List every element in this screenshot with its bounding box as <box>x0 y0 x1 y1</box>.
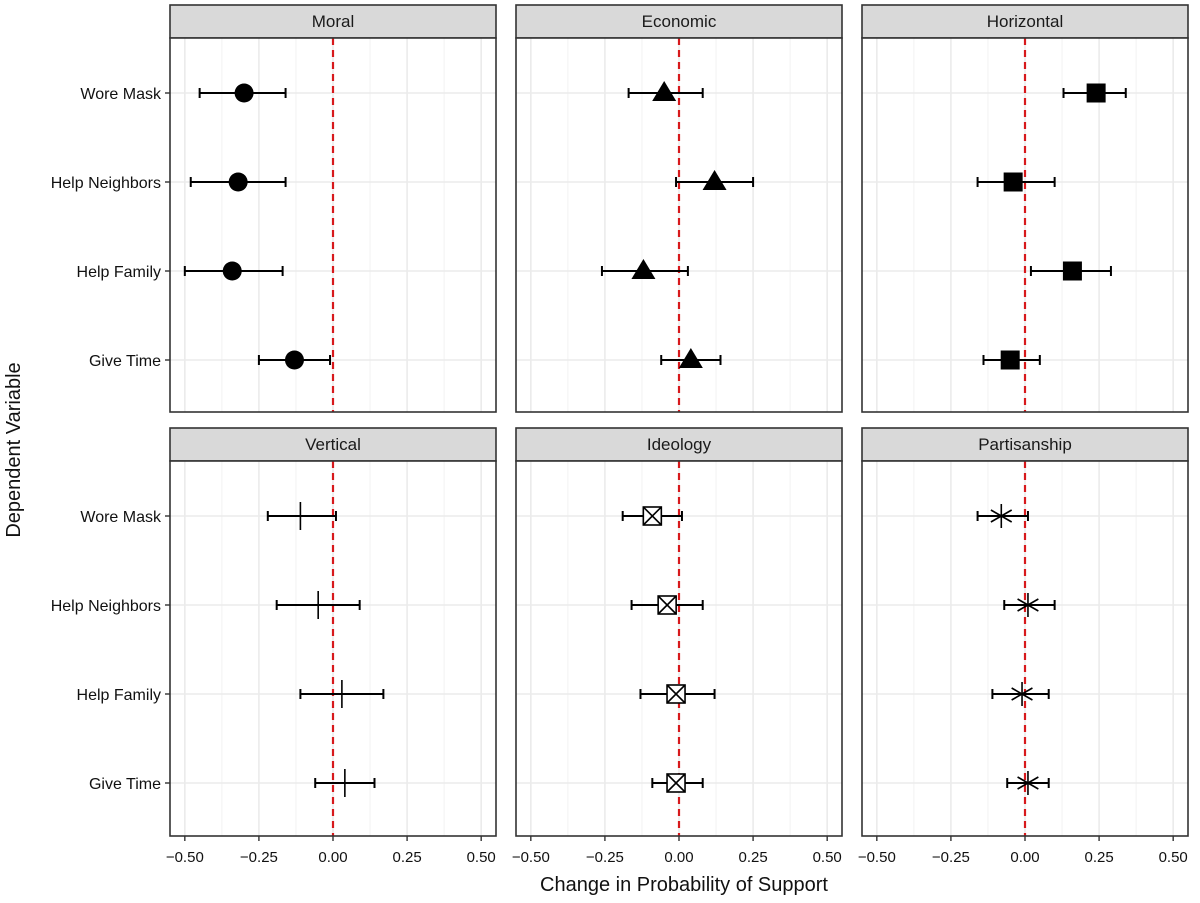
y-tick-label-help-neighbors: Help Neighbors <box>51 175 161 192</box>
marker-x-stroke <box>642 506 662 526</box>
y-tick-label-wore-mask: Wore Mask <box>80 509 162 526</box>
data-point-partisanship-give-time <box>1006 771 1050 795</box>
data-point-ideology-help-neighbors <box>630 595 704 615</box>
x-tick-label: −0.25 <box>932 849 970 866</box>
y-tick-label-give-time: Give Time <box>89 353 161 370</box>
data-point-horizontal-help-family <box>1029 261 1112 281</box>
data-point-economic-help-neighbors <box>675 170 755 190</box>
marker-square <box>1000 350 1020 370</box>
data-point-ideology-give-time <box>651 773 704 793</box>
facet-title-economic: Economic <box>642 12 717 31</box>
panel-border-economic <box>515 37 843 413</box>
data-point-partisanship-help-neighbors <box>1003 593 1056 617</box>
data-point-vertical-help-neighbors <box>275 591 361 619</box>
data-point-ideology-wore-mask <box>621 506 683 526</box>
x-tick-label: −0.25 <box>586 849 624 866</box>
marker-square <box>1086 83 1106 103</box>
data-point-horizontal-help-neighbors <box>976 172 1056 192</box>
facet-strip-partisanship <box>861 427 1189 462</box>
y-tick-label-help-family: Help Family <box>77 264 161 281</box>
marker-triangle <box>678 348 703 368</box>
facet-title-moral: Moral <box>312 12 355 31</box>
data-point-economic-wore-mask <box>627 81 704 101</box>
marker-triangle <box>702 170 727 190</box>
x-tick-label: 0.25 <box>1084 849 1113 866</box>
facet-title-partisanship: Partisanship <box>978 435 1072 454</box>
facet-strip-economic <box>515 4 843 39</box>
data-point-partisanship-help-family <box>991 682 1050 706</box>
marker-x-stroke <box>666 773 686 793</box>
panel-border-horizontal <box>861 37 1189 413</box>
x-tick-label: 0.25 <box>738 849 767 866</box>
marker-asterisk-stroke <box>1017 776 1039 790</box>
facet-panels: Moral Wore Mask Help Neighbors Help Family G… <box>51 4 1189 866</box>
x-tick-label: 0.50 <box>467 849 496 866</box>
y-tick-label-give-time: Give Time <box>89 776 161 793</box>
facet-strip-vertical <box>169 427 497 462</box>
data-point-partisanship-wore-mask <box>976 504 1029 528</box>
x-tick-label: −0.50 <box>512 849 550 866</box>
x-tick-label: −0.50 <box>166 849 204 866</box>
facet-partisanship: Partisanship −0.50 −0.25 0.00 0.25 0.50 <box>858 427 1189 866</box>
marker-asterisk-stroke <box>990 509 1013 523</box>
facet-moral: Moral Wore Mask Help Neighbors Help Family G… <box>51 4 497 413</box>
facet-ideology: Ideology −0.50 −0.25 0.00 0.25 0.50 <box>512 427 843 866</box>
data-point-moral-help-family <box>183 261 284 281</box>
data-point-moral-help-neighbors <box>189 172 287 192</box>
marker-x-stroke <box>666 684 686 704</box>
marker-circle <box>284 350 304 370</box>
x-tick-label: −0.50 <box>858 849 896 866</box>
marker-triangle <box>652 81 677 101</box>
data-point-horizontal-give-time <box>982 350 1041 370</box>
data-point-moral-wore-mask <box>198 83 287 103</box>
facet-title-vertical: Vertical <box>305 435 361 454</box>
facet-title-ideology: Ideology <box>647 435 712 454</box>
data-point-vertical-give-time <box>314 769 376 797</box>
data-point-economic-help-family <box>600 259 689 279</box>
data-point-horizontal-wore-mask <box>1062 83 1127 103</box>
y-tick-label-help-family: Help Family <box>77 687 161 704</box>
facet-horizontal: Horizontal <box>861 4 1189 413</box>
data-point-ideology-help-family <box>639 684 716 704</box>
data-point-economic-give-time <box>660 348 722 368</box>
marker-circle <box>228 172 248 192</box>
marker-x-stroke <box>657 595 677 615</box>
facet-title-horizontal: Horizontal <box>987 12 1064 31</box>
x-tick-label: 0.50 <box>1159 849 1188 866</box>
y-tick-label-help-neighbors: Help Neighbors <box>51 598 161 615</box>
marker-circle <box>234 83 254 103</box>
facet-strip-moral <box>169 4 497 39</box>
facet-economic: Economic <box>515 4 843 413</box>
x-axis-title: Change in Probability of Support <box>540 874 828 896</box>
x-tick-label: 0.50 <box>813 849 842 866</box>
data-point-vertical-wore-mask <box>266 502 337 530</box>
facet-strip-ideology <box>515 427 843 462</box>
marker-square <box>1003 172 1023 192</box>
marker-square <box>1062 261 1082 281</box>
facet-vertical: Vertical Wore Mask Help Neighbors Help Fami… <box>51 427 497 866</box>
marker-asterisk-stroke <box>1017 598 1039 612</box>
x-tick-label: 0.00 <box>664 849 693 866</box>
marker-asterisk-stroke <box>1011 687 1033 701</box>
x-tick-label: 0.00 <box>1010 849 1039 866</box>
y-axis-title: Dependent Variable <box>3 362 25 537</box>
marker-triangle <box>631 259 656 279</box>
data-point-moral-give-time <box>257 350 332 370</box>
y-tick-label-wore-mask: Wore Mask <box>80 86 162 103</box>
x-tick-label: 0.25 <box>392 849 421 866</box>
marker-circle <box>222 261 242 281</box>
data-point-vertical-help-family <box>299 680 385 708</box>
x-tick-label: 0.00 <box>318 849 347 866</box>
panel-border-moral <box>169 37 497 413</box>
x-tick-label: −0.25 <box>240 849 278 866</box>
